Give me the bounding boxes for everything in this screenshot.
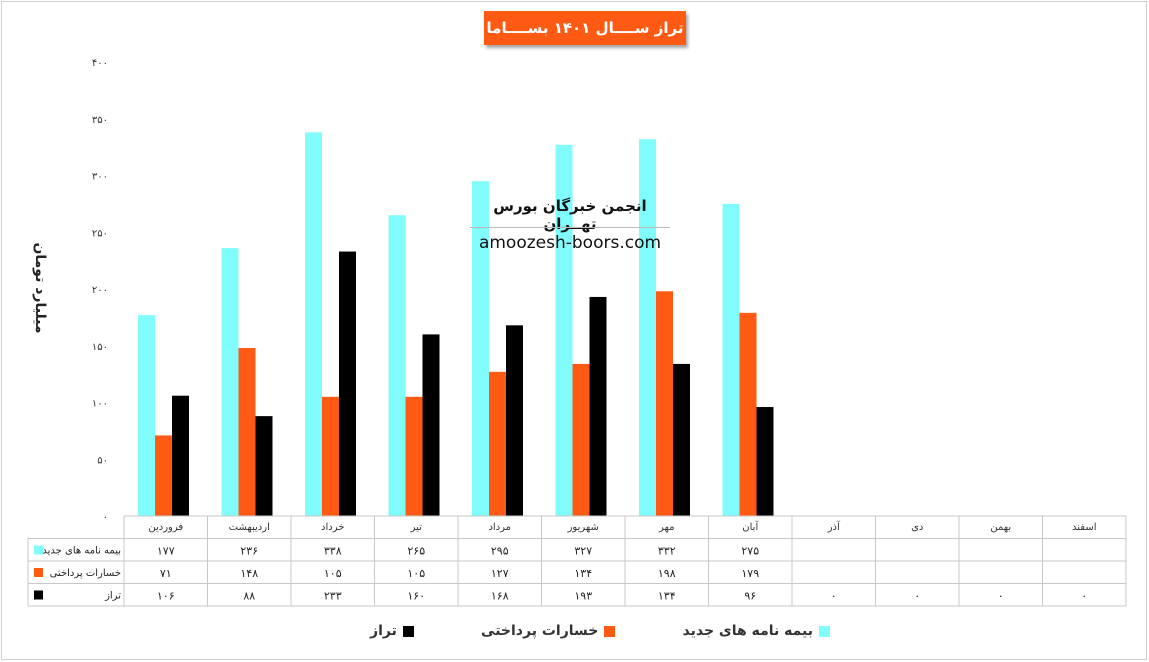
legend-item-balance: تراز [370,623,414,639]
y-tick-label: ۱۵۰ [92,342,108,353]
table-cell-value: ۲۶۵ [407,545,425,558]
bar [255,416,273,516]
legend-label-balance: تراز [370,623,397,639]
chart-title: تراز ســــال ۱۴۰۱ بســــاما [484,11,686,45]
bar [388,215,406,516]
bar [756,407,774,516]
table-cell-value: ۱۰۶ [157,590,175,603]
table-cell-value: ۱۳۴ [574,567,592,580]
bar [322,396,339,516]
bar [506,325,523,516]
bar [572,363,590,516]
table-cell-value: ۰ [998,590,1004,603]
y-tick-label: ۱۰۰ [92,399,108,410]
table-cell-value: ۰ [831,590,837,603]
table-cell-value: ۱۹۳ [574,590,592,603]
table-legend-swatch [34,568,43,577]
watermark-title: انجمن خبرگان بورس تهــران [493,197,647,233]
legend-swatch-claims-paid [604,625,616,637]
category-label: فروردین [148,522,183,533]
category-label: بهمن [990,522,1011,533]
category-label: شهریور [567,522,599,533]
y-tick-label: ۲۵۰ [92,228,108,239]
category-label: آذر [827,520,841,533]
bar [722,203,740,516]
table-cell-value: ۳۳۸ [324,545,342,558]
table-cell-value: ۲۳۳ [324,590,342,603]
legend-item-new-policies: بیمه نامه های جدید [683,623,830,639]
bar [472,181,489,517]
bar [555,144,573,517]
table-row-label: بیمه نامه های جدید [42,546,121,557]
table-cell-value: ۱۷۷ [157,545,175,558]
bar [405,396,423,516]
category-label: مرداد [488,522,511,533]
y-tick-label: ۵۰ [97,455,108,466]
bar [739,312,757,516]
table-cell-value: ۲۹۵ [491,545,509,558]
bar [639,139,656,516]
bar [305,132,322,516]
table-legend-swatch [34,545,43,555]
bar [656,291,673,516]
table-cell-value: ۰ [1081,590,1087,603]
table-cell-value: ۸۸ [243,590,255,603]
table-cell-value: ۱۶۰ [407,590,425,603]
y-tick-label: ۲۰۰ [92,285,108,296]
bar [673,363,690,516]
category-label: اسفند [1072,522,1096,533]
table-legend-swatch [34,590,43,600]
legend-label-new-policies: بیمه نامه های جدید [682,623,813,639]
y-tick-label: ۴۰۰ [92,58,108,69]
y-tick-label: ۰ [103,512,108,523]
legend-label-claims-paid: خسارات پرداختی [481,623,599,639]
bar [589,296,607,516]
y-tick-label: ۳۰۰ [92,172,108,183]
table-cell-value: ۱۴۸ [240,567,258,580]
table-cell-value: ۱۶۸ [491,590,509,603]
table-row-label: تراز [104,591,121,602]
legend-swatch-new-policies [819,625,830,637]
table-cell-value: ۷۱ [160,567,172,580]
bar [489,371,506,516]
bar [221,248,239,516]
bar [422,334,440,516]
table-cell-value: ۱۷۹ [741,567,759,580]
watermark-divider [470,227,670,228]
table-cell-value: ۳۳۲ [658,545,676,558]
table-cell-value: ۱۲۷ [491,567,509,580]
category-label: تیر [410,522,423,533]
table-cell-value: ۱۰۵ [324,567,342,580]
bar [238,348,256,516]
category-label: مهر [658,522,674,533]
legend-swatch-balance [402,625,414,637]
legend: بیمه نامه های جدید خسارات پرداختی تراز [370,620,830,642]
bar [339,251,356,517]
bar [138,315,155,516]
table-cell-value: ۹۶ [744,590,756,603]
legend-item-claims-paid: خسارات پرداختی [481,623,616,639]
table-cell-value: ۰ [914,590,920,603]
category-label: دی [911,522,923,533]
category-label: اردیبهشت [229,522,270,533]
watermark-url: amoozesh-boors.com [478,233,662,253]
bar [172,395,189,516]
table-row-label: خسارات پرداختی [50,568,121,579]
table-cell-value: ۲۳۶ [240,545,258,558]
category-label: خرداد [321,522,344,533]
bar [155,435,172,516]
table-cell-value: ۱۹۸ [658,567,676,580]
y-tick-label: ۳۵۰ [92,115,108,126]
table-cell-value: ۲۷۵ [741,545,759,558]
category-label: آبان [742,520,759,533]
table-cell-value: ۱۳۴ [658,590,676,603]
table-cell-value: ۳۲۷ [574,545,592,558]
table-cell-value: ۱۰۵ [407,567,425,580]
